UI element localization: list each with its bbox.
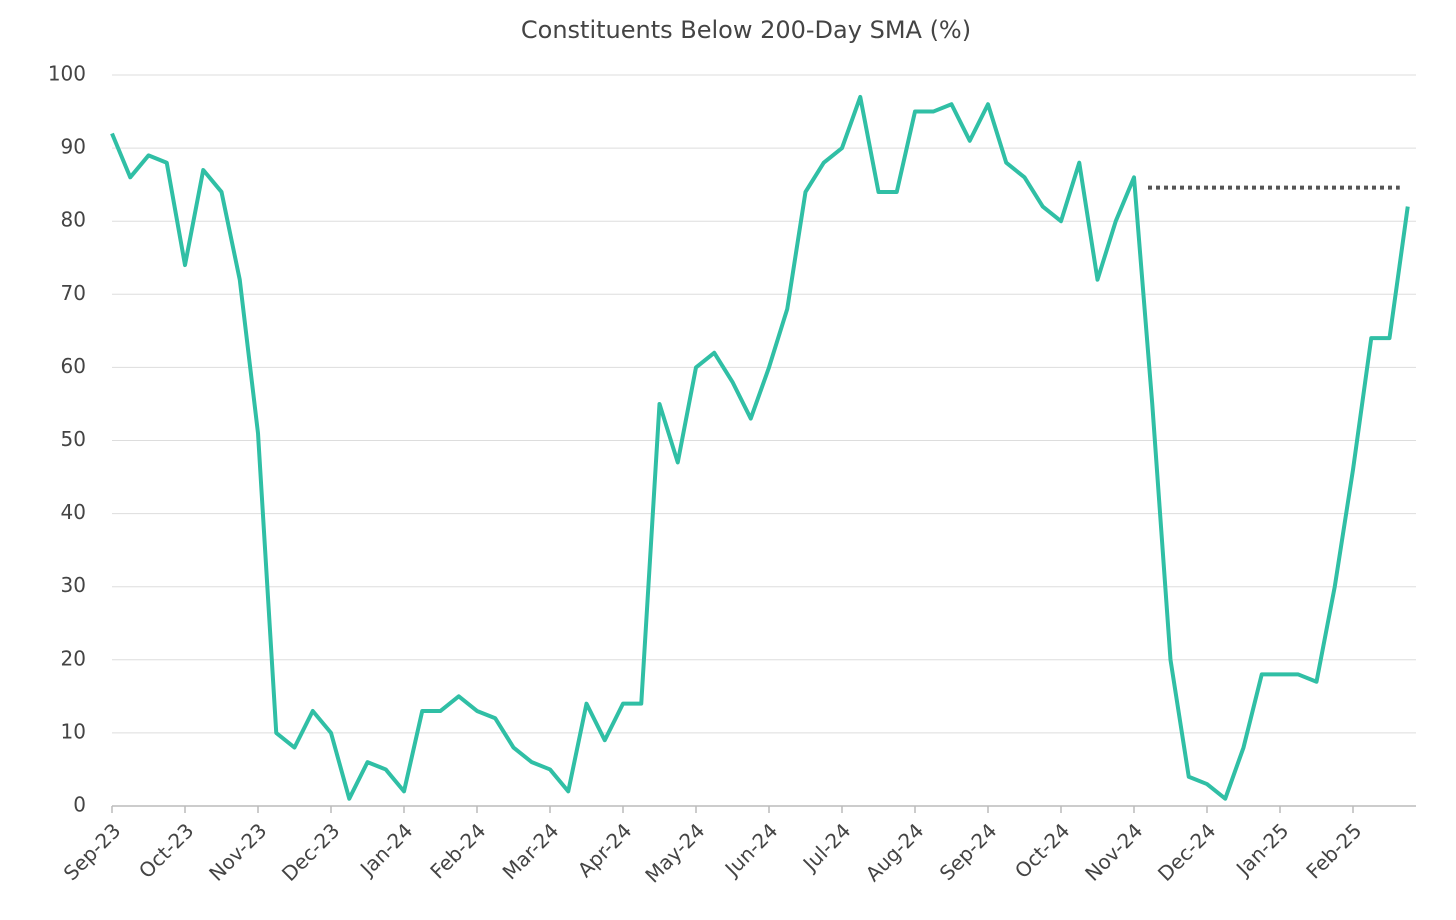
x-tick-label: Jan-24: [354, 818, 417, 881]
y-tick-label: 10: [61, 719, 86, 743]
x-tick-label: Dec-24: [1153, 818, 1220, 885]
y-tick-label: 60: [61, 354, 86, 378]
x-tick-label: Feb-24: [425, 818, 490, 883]
x-tick-label: Apr-24: [573, 818, 637, 882]
x-tick-label: Mar-24: [498, 818, 564, 884]
y-tick-label: 30: [61, 573, 86, 597]
x-tick-label: Oct-23: [134, 818, 199, 883]
y-tick-label: 40: [61, 500, 86, 524]
x-tick-label: Nov-24: [1080, 818, 1147, 885]
x-tick-label: Dec-23: [277, 818, 344, 885]
y-tick-label: 90: [61, 135, 86, 159]
y-tick-label: 0: [73, 793, 86, 817]
x-tick-label: Jul-24: [797, 818, 856, 877]
x-tick-label: Feb-25: [1301, 818, 1366, 883]
y-tick-label: 20: [61, 646, 86, 670]
y-tick-label: 80: [61, 208, 86, 232]
chart-title: Constituents Below 200-Day SMA (%): [521, 16, 971, 44]
x-tick-label: Jun-24: [719, 818, 783, 882]
x-tick-label: Oct-24: [1010, 818, 1075, 883]
y-tick-label: 70: [61, 281, 86, 305]
data-line: [110, 94, 1410, 801]
y-tick-label: 100: [48, 62, 86, 86]
x-tick-label: Jan-25: [1230, 818, 1293, 881]
x-tick-label: Nov-23: [204, 818, 271, 885]
x-tick-label: May-24: [640, 818, 709, 887]
x-tick-label: Sep-24: [935, 818, 1002, 885]
x-tick-label: Sep-23: [59, 818, 126, 885]
y-tick-label: 50: [61, 427, 86, 451]
x-tick-label: Aug-24: [861, 818, 929, 886]
